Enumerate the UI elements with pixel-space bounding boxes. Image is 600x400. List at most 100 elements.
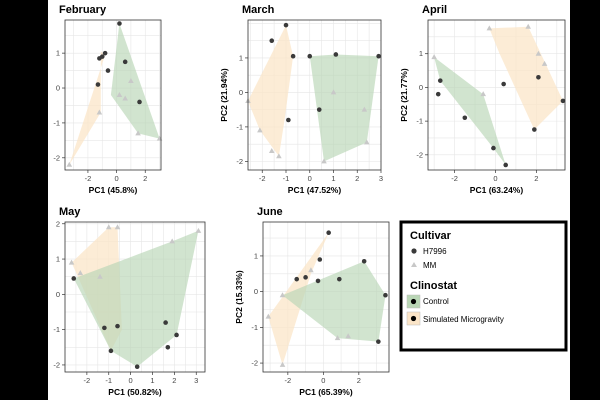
y-tick-label: 0 bbox=[239, 88, 243, 97]
panel-title: April bbox=[422, 4, 447, 16]
data-point-h7996 bbox=[134, 364, 140, 370]
plot-frame bbox=[262, 221, 390, 373]
data-point-mm bbox=[195, 227, 202, 233]
data-point-h7996 bbox=[307, 53, 313, 59]
data-point-mm bbox=[268, 148, 275, 154]
data-point-h7996 bbox=[137, 99, 142, 105]
microgravity-hull bbox=[489, 26, 563, 130]
data-point-mm bbox=[128, 78, 134, 84]
data-point-h7996 bbox=[491, 145, 496, 151]
data-point-mm bbox=[361, 106, 368, 112]
x-tick-label: 2 bbox=[172, 376, 176, 385]
y-tick-label: -1 bbox=[251, 323, 258, 332]
data-point-h7996 bbox=[97, 56, 102, 61]
x-tick-label: 2 bbox=[357, 376, 361, 385]
legend: Cultivar H7996 MM Clinostat Control Simu… bbox=[399, 220, 568, 352]
y-tick-label: 1 bbox=[419, 49, 423, 58]
legend-cultivar-title: Cultivar bbox=[410, 230, 452, 242]
data-point-h7996 bbox=[117, 21, 122, 26]
data-point-mm bbox=[97, 273, 103, 279]
data-point-h7996 bbox=[317, 257, 323, 262]
data-point-mm bbox=[308, 267, 314, 273]
data-point-h7996 bbox=[115, 323, 120, 329]
x-axis-label: PC1 (50.82%) bbox=[108, 387, 162, 397]
x-tick-label: -2 bbox=[85, 174, 92, 183]
x-tick-label: -2 bbox=[84, 376, 91, 385]
y-axis-label: PC2 (21.94%) bbox=[219, 68, 229, 122]
x-tick-label: 0 bbox=[129, 376, 133, 385]
x-axis-label: PC1 (45.8%) bbox=[89, 185, 138, 195]
data-point-h7996 bbox=[337, 276, 342, 282]
x-tick-label: -2 bbox=[285, 376, 292, 385]
plot-frame bbox=[427, 19, 566, 171]
y-tick-label: 2 bbox=[56, 219, 60, 228]
x-tick-label: 2 bbox=[143, 174, 147, 183]
data-point-mm bbox=[77, 270, 84, 276]
panel-title: June bbox=[257, 206, 283, 218]
control-hull bbox=[73, 230, 199, 367]
data-point-mm bbox=[279, 361, 286, 367]
legend-control-dot bbox=[410, 298, 417, 305]
data-point-mm bbox=[105, 224, 112, 230]
x-tick-label: -2 bbox=[451, 174, 458, 183]
data-point-mm bbox=[330, 89, 337, 95]
legend-h7996-marker bbox=[411, 248, 417, 254]
data-point-h7996 bbox=[435, 91, 441, 97]
legend-clinostat-title: Clinostat bbox=[410, 280, 457, 292]
data-point-mm bbox=[279, 292, 286, 298]
plot-frame bbox=[64, 221, 206, 373]
data-point-mm bbox=[169, 238, 175, 244]
data-point-h7996 bbox=[437, 78, 443, 83]
x-tick-label: -1 bbox=[105, 376, 112, 385]
y-tick-label: 1 bbox=[56, 255, 60, 264]
data-point-h7996 bbox=[303, 275, 308, 280]
data-point-mm bbox=[68, 259, 75, 265]
data-point-mm bbox=[135, 130, 141, 136]
data-point-h7996 bbox=[290, 53, 296, 59]
y-tick-label: -2 bbox=[416, 150, 423, 159]
data-point-mm bbox=[66, 161, 73, 167]
data-point-mm bbox=[96, 109, 103, 115]
y-tick-label: -2 bbox=[53, 360, 60, 369]
data-point-h7996 bbox=[315, 278, 321, 284]
data-point-h7996 bbox=[462, 115, 468, 121]
data-point-h7996 bbox=[376, 53, 381, 59]
x-tick-label: 0 bbox=[308, 174, 312, 183]
data-point-h7996 bbox=[501, 81, 506, 87]
data-point-h7996 bbox=[316, 107, 322, 112]
legend-mm-marker bbox=[411, 262, 417, 267]
y-tick-label: -2 bbox=[251, 359, 258, 368]
control-hull bbox=[309, 54, 379, 162]
data-point-mm bbox=[345, 333, 351, 339]
y-tick-label: -1 bbox=[416, 117, 423, 126]
y-tick-label: 1 bbox=[56, 49, 60, 58]
x-tick-label: 2 bbox=[355, 174, 359, 183]
y-tick-label: 0 bbox=[56, 84, 60, 93]
panel-title: March bbox=[242, 4, 275, 16]
y-tick-label: -1 bbox=[236, 122, 243, 131]
data-point-h7996 bbox=[163, 320, 168, 325]
data-point-h7996 bbox=[71, 276, 77, 281]
x-tick-label: 2 bbox=[534, 174, 538, 183]
data-point-mm bbox=[265, 313, 272, 319]
data-point-h7996 bbox=[532, 127, 537, 132]
x-tick-label: 0 bbox=[114, 174, 118, 183]
x-tick-label: -2 bbox=[259, 174, 266, 183]
x-tick-label: 1 bbox=[150, 376, 154, 385]
legend-microgravity-dot bbox=[410, 315, 417, 322]
data-point-h7996 bbox=[286, 117, 291, 123]
data-point-h7996 bbox=[503, 162, 509, 168]
data-point-h7996 bbox=[95, 82, 101, 87]
data-point-h7996 bbox=[294, 276, 300, 282]
data-point-mm bbox=[480, 91, 487, 97]
data-point-h7996 bbox=[102, 50, 108, 56]
y-tick-label: 0 bbox=[419, 83, 423, 92]
data-point-h7996 bbox=[165, 344, 171, 350]
legend-microgravity-label: Simulated Microgravity bbox=[423, 315, 504, 324]
y-tick-label: 1 bbox=[254, 251, 258, 260]
y-tick-label: -1 bbox=[53, 118, 60, 127]
x-tick-label: 0 bbox=[321, 376, 325, 385]
data-point-h7996 bbox=[102, 325, 107, 331]
data-point-mm bbox=[114, 224, 121, 230]
